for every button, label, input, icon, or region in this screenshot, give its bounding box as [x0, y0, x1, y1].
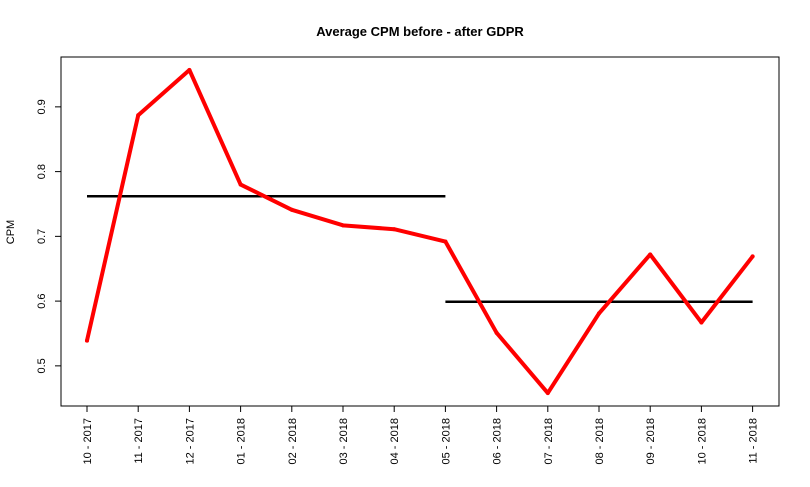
data-point — [85, 338, 89, 343]
x-tick-label: 05 - 2018 — [440, 418, 452, 464]
data-point — [750, 254, 755, 259]
chart-title: Average CPM before - after GDPR — [316, 24, 524, 39]
x-tick-label: 09 - 2018 — [645, 418, 657, 464]
x-tick-label: 08 - 2018 — [594, 418, 606, 464]
y-tick-label: 0.9 — [36, 99, 48, 114]
x-tick-label: 02 - 2018 — [287, 418, 299, 464]
y-tick-label: 0.6 — [36, 293, 48, 308]
y-tick-label: 0.7 — [36, 229, 48, 244]
x-tick-label: 06 - 2018 — [492, 418, 504, 464]
axes: 0.5 0.6 0.7 0.8 0.9 10 - 2017 11 - 2017 12 - 20… — [36, 99, 760, 464]
y-tick-label: 0.8 — [36, 164, 48, 179]
data-point — [443, 239, 448, 244]
data-point — [187, 67, 192, 72]
series-group — [85, 67, 755, 396]
data-point — [136, 113, 141, 118]
x-tick-label: 01 - 2018 — [236, 418, 248, 464]
data-point — [289, 207, 294, 212]
x-tick-label: 12 - 2017 — [184, 418, 196, 464]
data-point — [699, 320, 704, 325]
data-point — [648, 252, 653, 257]
data-point — [392, 227, 397, 232]
plot-frame — [60, 56, 780, 407]
y-tick-label: 0.5 — [36, 358, 48, 373]
x-tick-label: 11 - 2017 — [133, 418, 145, 464]
x-tick-label: 11 - 2018 — [748, 418, 760, 464]
data-point — [494, 330, 499, 335]
x-tick-label: 03 - 2018 — [338, 418, 350, 464]
x-tick-label: 04 - 2018 — [389, 418, 401, 464]
data-point — [238, 182, 243, 187]
data-point — [341, 223, 345, 228]
x-tick-label: 10 - 2017 — [82, 418, 94, 464]
data-point — [545, 391, 550, 396]
y-axis-title: CPM — [5, 220, 17, 244]
x-tick-label: 07 - 2018 — [543, 418, 555, 464]
data-point — [597, 311, 601, 316]
reference-lines — [87, 194, 753, 304]
x-tick-label: 10 - 2018 — [696, 418, 708, 464]
series-line — [85, 67, 755, 396]
